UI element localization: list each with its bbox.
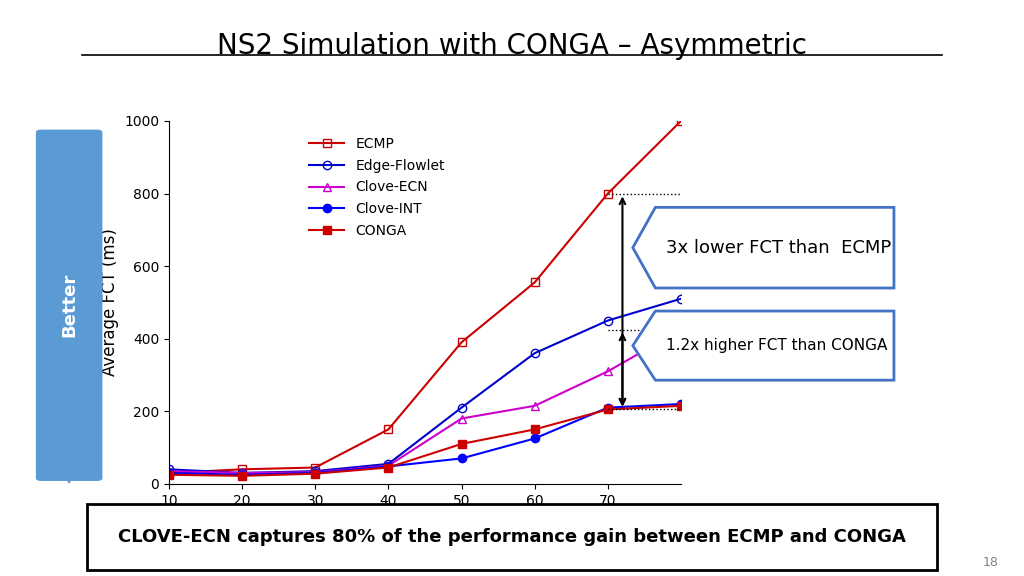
Clove-ECN <box>528 403 541 410</box>
Legend: ECMP, Edge-Flowlet, Clove-ECN, Clove-INT, CONGA: ECMP, Edge-Flowlet, Clove-ECN, Clove-INT… <box>304 131 451 243</box>
Clove-INT <box>602 404 614 411</box>
Clove-ECN <box>456 415 468 422</box>
Clove-ECN <box>309 469 322 476</box>
ECMP <box>382 426 394 433</box>
CONGA <box>456 441 468 448</box>
CONGA <box>528 426 541 433</box>
FancyBboxPatch shape <box>36 130 102 481</box>
Text: NS2 Simulation with CONGA – Asymmetric: NS2 Simulation with CONGA – Asymmetric <box>217 32 807 60</box>
X-axis label: Load(%): Load(%) <box>391 513 459 531</box>
CONGA <box>382 464 394 471</box>
CONGA <box>675 403 687 410</box>
Clove-INT <box>528 435 541 442</box>
Edge-Flowlet <box>309 468 322 475</box>
ECMP <box>528 279 541 286</box>
ECMP <box>163 469 175 476</box>
Clove-INT <box>675 400 687 407</box>
Edge-Flowlet <box>602 317 614 324</box>
Edge-Flowlet <box>382 460 394 467</box>
Clove-ECN <box>382 462 394 469</box>
Text: 3x lower FCT than  ECMP: 3x lower FCT than ECMP <box>666 238 891 257</box>
Edge-Flowlet <box>528 350 541 357</box>
Polygon shape <box>633 311 894 380</box>
Edge-Flowlet <box>675 295 687 302</box>
Clove-INT <box>309 469 322 476</box>
Line: CONGA: CONGA <box>165 401 685 480</box>
ECMP <box>675 118 687 124</box>
Polygon shape <box>633 207 894 288</box>
Clove-INT <box>456 455 468 462</box>
CONGA <box>236 472 248 479</box>
Line: ECMP: ECMP <box>165 117 685 477</box>
Edge-Flowlet <box>163 466 175 473</box>
Text: 1.2x higher FCT than CONGA: 1.2x higher FCT than CONGA <box>666 338 887 353</box>
Clove-ECN <box>236 469 248 476</box>
Edge-Flowlet <box>236 469 248 476</box>
Text: 18: 18 <box>982 556 998 569</box>
Y-axis label: Average FCT (ms): Average FCT (ms) <box>100 229 119 376</box>
Text: CLOVE-ECN captures 80% of the performance gain between ECMP and CONGA: CLOVE-ECN captures 80% of the performanc… <box>118 528 906 546</box>
Line: Edge-Flowlet: Edge-Flowlet <box>165 294 685 477</box>
Clove-INT <box>382 463 394 470</box>
CONGA <box>163 471 175 478</box>
CONGA <box>602 406 614 413</box>
Clove-ECN <box>163 468 175 475</box>
ECMP <box>236 466 248 473</box>
CONGA <box>309 470 322 477</box>
Polygon shape <box>41 444 97 484</box>
Clove-INT <box>236 471 248 478</box>
ECMP <box>602 190 614 197</box>
ECMP <box>309 464 322 471</box>
Text: Better: Better <box>60 273 78 338</box>
Clove-INT <box>163 469 175 476</box>
ECMP <box>456 339 468 346</box>
Line: Clove-ECN: Clove-ECN <box>165 325 685 477</box>
Clove-ECN <box>602 368 614 375</box>
FancyBboxPatch shape <box>87 504 937 570</box>
Edge-Flowlet <box>456 404 468 411</box>
Clove-ECN <box>675 326 687 333</box>
Line: Clove-INT: Clove-INT <box>165 400 685 479</box>
